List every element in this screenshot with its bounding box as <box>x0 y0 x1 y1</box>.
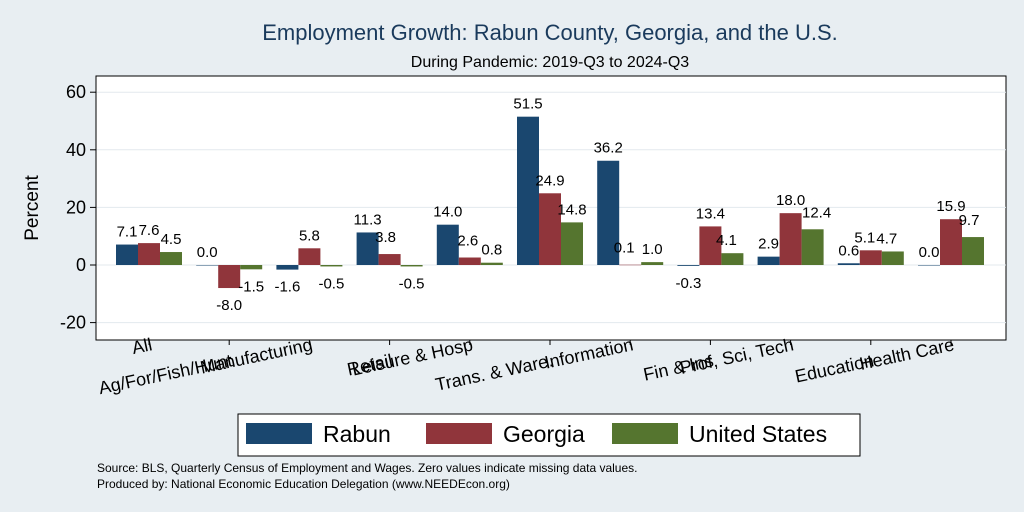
data-label: 24.9 <box>535 172 564 189</box>
bar-united-states <box>561 222 583 265</box>
legend-swatch <box>612 423 678 444</box>
y-axis-ticks: -20 0 20 40 60 <box>60 76 97 340</box>
bar-georgia <box>539 193 561 265</box>
bar-georgia <box>378 254 401 265</box>
data-label: -0.5 <box>399 275 425 292</box>
bar-rabun <box>116 244 138 265</box>
data-label: 3.8 <box>375 229 396 246</box>
bars <box>116 116 984 289</box>
bar-united-states <box>962 237 984 265</box>
y-tick-label: 0 <box>76 255 86 275</box>
bar-united-states <box>240 265 263 270</box>
producer-note: Produced by: National Economic Education… <box>97 477 510 491</box>
data-label: 2.6 <box>457 233 478 250</box>
data-label: 0.0 <box>919 244 940 261</box>
y-tick-label: 40 <box>66 140 86 160</box>
data-label: 9.7 <box>959 212 980 229</box>
y-tick-label: 20 <box>66 197 86 217</box>
bar-united-states <box>881 251 904 265</box>
bar-rabun <box>276 265 299 270</box>
bar-rabun <box>597 160 620 265</box>
bar-rabun <box>517 116 539 266</box>
data-label: 7.1 <box>117 224 138 241</box>
bar-rabun <box>757 256 780 265</box>
data-label: 1.0 <box>642 241 663 258</box>
bar-rabun <box>837 263 860 265</box>
bar-rabun <box>356 232 379 265</box>
data-label: 4.1 <box>716 232 737 249</box>
data-label: 5.1 <box>854 229 875 246</box>
bar-georgia <box>138 243 160 265</box>
data-label: 5.8 <box>299 227 320 244</box>
data-label: 51.5 <box>513 96 542 113</box>
legend-label: Georgia <box>503 421 585 447</box>
data-label: 13.4 <box>696 205 725 222</box>
data-label: -8.0 <box>216 297 242 314</box>
legend-label: United States <box>689 421 827 447</box>
category-label: All <box>130 334 154 358</box>
bar-united-states <box>160 252 182 265</box>
data-label: 14.8 <box>557 201 586 218</box>
data-labels: 7.1 7.64.5 0.0 -8.0 -1.5 -1.6 5.8 -0.5 11.33.8 -0… <box>117 96 980 314</box>
bar-georgia <box>619 264 642 266</box>
data-label: 7.6 <box>139 222 160 239</box>
bar-georgia <box>859 250 882 265</box>
data-label: 36.2 <box>594 140 623 157</box>
data-label: 14.0 <box>433 204 462 221</box>
data-label: 15.9 <box>936 198 965 215</box>
bar-rabun <box>677 265 700 266</box>
data-label: 0.8 <box>481 242 502 259</box>
bar-united-states <box>801 229 824 265</box>
data-label: -1.5 <box>238 278 264 295</box>
data-label: 4.7 <box>876 230 897 247</box>
legend <box>237 413 861 457</box>
y-tick-label: 60 <box>66 82 86 102</box>
bar-rabun <box>918 265 940 266</box>
legend-swatch <box>246 423 312 444</box>
bar-georgia <box>218 265 241 289</box>
data-label: -0.5 <box>318 275 344 292</box>
bar-georgia <box>779 213 802 265</box>
bar-united-states <box>721 253 744 265</box>
data-label: 12.4 <box>802 204 831 221</box>
bar-rabun <box>436 224 459 265</box>
y-tick-label: -20 <box>60 313 86 333</box>
chart-subtitle: During Pandemic: 2019-Q3 to 2024-Q3 <box>411 54 689 71</box>
data-label: 2.9 <box>758 236 779 253</box>
bar-united-states <box>320 265 343 267</box>
data-label: 0.0 <box>197 244 218 261</box>
source-note: Source: BLS, Quarterly Census of Employm… <box>97 461 637 475</box>
bar-united-states <box>641 262 664 265</box>
y-axis-label: Percent <box>22 175 43 241</box>
bar-georgia <box>458 257 481 265</box>
bar-georgia <box>699 226 722 265</box>
bar-rabun <box>196 265 219 266</box>
bar-georgia <box>940 219 962 265</box>
legend-swatch <box>426 423 492 444</box>
bar-georgia <box>298 248 321 265</box>
bar-united-states <box>400 265 423 267</box>
data-label: 18.0 <box>776 192 805 209</box>
data-label: 0.6 <box>838 242 859 259</box>
data-label: -1.6 <box>274 279 300 296</box>
data-label: -0.3 <box>675 275 701 292</box>
bar-united-states <box>480 262 503 265</box>
legend-items: Rabun Georgia United States <box>246 421 827 447</box>
chart-title: Employment Growth: Rabun County, Georgia… <box>262 20 838 45</box>
data-label: 0.1 <box>614 240 635 257</box>
data-label: 11.3 <box>354 211 382 228</box>
data-label: 4.5 <box>161 231 182 248</box>
legend-label: Rabun <box>323 421 391 447</box>
